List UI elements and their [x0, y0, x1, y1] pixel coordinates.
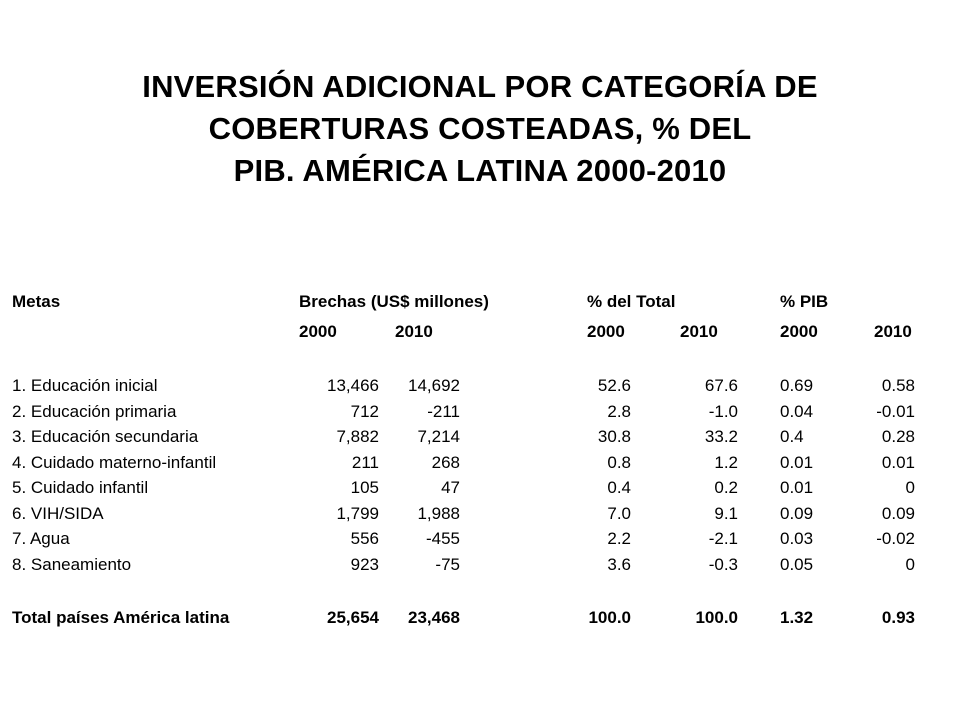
page-title: INVERSIÓN ADICIONAL POR CATEGORÍA DE COB… — [60, 66, 900, 192]
table-row-1-p2000: 0.69 — [780, 376, 814, 395]
table-row-total-meta: Total países América latina — [12, 608, 230, 627]
table-row-3-p2010: 0.28 — [881, 427, 915, 446]
table-row-total-b2010: 23,468 — [408, 608, 460, 627]
header-pib-2000: 2000 — [780, 322, 818, 341]
table-row-7-b2000: 556 — [350, 529, 379, 548]
header-pib-2010: 2010 — [874, 322, 912, 341]
table-row-total-t2010: 100.0 — [695, 608, 738, 627]
table-row-6-b2000: 1,799 — [336, 503, 379, 523]
table-row-5-b2010: 47 — [441, 478, 460, 497]
table-row-4-t2000: 0.8 — [607, 452, 631, 472]
table-row-6-b2010: 1,988 — [417, 503, 460, 523]
table-row-2-p2000: 0.04 — [780, 401, 814, 421]
table-row-7-t2000: 2.2 — [607, 529, 631, 548]
table-row-3-meta: 3. Educación secundaria — [12, 427, 199, 446]
table-row-total-p2010: 0.93 — [881, 608, 915, 627]
table-row-5-t2010: 0.2 — [714, 478, 738, 497]
table-row-total-p2000: 1.32 — [780, 608, 814, 627]
header-pct-pib: % PIB — [780, 292, 829, 311]
table-row-8-t2010: -0.3 — [708, 554, 738, 574]
table-row-8-p2010: 0 — [905, 554, 915, 574]
table-row-8-b2010: -75 — [435, 554, 460, 574]
table-row-7-p2000: 0.03 — [780, 529, 814, 548]
title-line-2: COBERTURAS COSTEADAS, % DEL — [208, 111, 752, 146]
header-brechas-2000: 2000 — [299, 322, 337, 341]
table-row-7-t2010: -2.1 — [708, 529, 738, 548]
table-row-5-p2000: 0.01 — [780, 478, 814, 497]
table-row-4-b2000: 211 — [351, 452, 379, 472]
table-row-5-p2010: 0 — [905, 478, 915, 497]
table-row-4-p2000: 0.01 — [780, 452, 814, 472]
table-row-3-p2000: 0.4 — [780, 427, 804, 446]
table-row-total-b2000: 25,654 — [327, 608, 379, 627]
table-row-8-meta: 8. Saneamiento — [12, 554, 132, 574]
table-row-3-b2000: 7,882 — [336, 427, 379, 446]
table-row-2-b2010: -211 — [427, 401, 460, 421]
title-line-3: PIB. AMÉRICA LATINA 2000-2010 — [233, 153, 727, 188]
table-row-1-meta: 1. Educación inicial — [12, 376, 158, 395]
table-row-7-p2010: -0.02 — [876, 529, 915, 548]
table-row-6-p2010: 0.09 — [881, 503, 915, 523]
header-metas: Metas — [12, 292, 61, 311]
table-row-8-t2000: 3.6 — [607, 554, 631, 574]
header-brechas-2010: 2010 — [395, 322, 433, 341]
table-row-4-t2010: 1.2 — [714, 452, 738, 472]
table-row-2-meta: 2. Educación primaria — [12, 401, 177, 421]
table-row-3-t2000: 30.8 — [597, 427, 631, 446]
table-row-2-p2010: -0.01 — [876, 401, 915, 421]
table-row-6-t2000: 7.0 — [607, 503, 631, 523]
table-row-1-b2000: 13,466 — [327, 376, 379, 395]
table-row-8-b2000: 923 — [350, 554, 379, 574]
table-row-6-meta: 6. VIH/SIDA — [12, 503, 104, 523]
table-row-1-b2010: 14,692 — [408, 376, 460, 395]
table-row-8-p2000: 0.05 — [780, 554, 814, 574]
table-row-5-b2000: 105 — [350, 478, 379, 497]
table-row-4-b2010: 268 — [431, 452, 460, 472]
table-row-7-b2010: -455 — [425, 529, 460, 548]
table-row-4-meta: 4. Cuidado materno-infantil — [12, 452, 217, 472]
table-row-7-meta: 7. Agua — [12, 529, 70, 548]
title-line-1: INVERSIÓN ADICIONAL POR CATEGORÍA DE — [142, 69, 818, 104]
table-row-2-t2010: -1.0 — [708, 401, 738, 421]
table-row-5-t2000: 0.4 — [607, 478, 631, 497]
table-row-3-t2010: 33.2 — [704, 427, 738, 446]
header-total-2000: 2000 — [587, 322, 625, 341]
table-row-2-t2000: 2.8 — [607, 401, 631, 421]
table-row-1-t2000: 52.6 — [597, 376, 631, 395]
table-row-1-p2010: 0.58 — [881, 376, 915, 395]
table-row-3-b2010: 7,214 — [417, 427, 460, 446]
table-row-1-t2010: 67.6 — [704, 376, 738, 395]
header-brechas: Brechas (US$ millones) — [299, 292, 489, 311]
table-row-total-t2000: 100.0 — [588, 608, 631, 627]
table-row-6-p2000: 0.09 — [780, 503, 814, 523]
header-total-2010: 2010 — [680, 322, 718, 341]
table-row-2-b2000: 712 — [350, 401, 379, 421]
table-row-6-t2010: 9.1 — [714, 503, 738, 523]
header-pct-total: % del Total — [587, 292, 676, 311]
table-row-5-meta: 5. Cuidado infantil — [12, 478, 149, 497]
table-row-4-p2010: 0.01 — [881, 452, 915, 472]
